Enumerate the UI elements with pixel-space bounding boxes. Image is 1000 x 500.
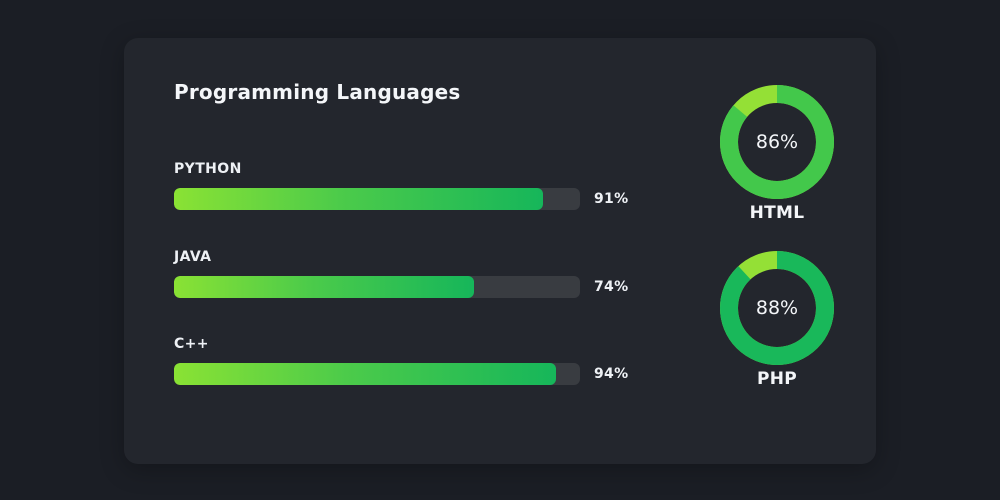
skill-java: JAVA 74% [174, 249, 654, 309]
skill-cpp: C++ 94% [174, 336, 654, 396]
card-title: Programming Languages [174, 80, 461, 104]
progress-track [174, 276, 580, 298]
donut-php: 88% PHP [717, 248, 837, 398]
skills-card: Programming Languages PYTHON 91% JAVA 74… [124, 38, 876, 464]
progress-fill [174, 363, 556, 385]
skill-percent: 74% [594, 279, 629, 295]
skill-percent: 91% [594, 191, 629, 207]
progress-fill [174, 276, 475, 298]
donut-label: PHP [756, 369, 798, 389]
donut-html: 86% HTML [717, 82, 837, 232]
progress-track [174, 363, 580, 385]
skill-python: PYTHON 91% [174, 161, 654, 221]
progress-track [174, 188, 580, 210]
donut-label: HTML [749, 203, 805, 223]
donut-ring [720, 251, 834, 365]
donut-value-arc [720, 251, 834, 365]
donut-value-arc [720, 85, 834, 199]
skill-label: PYTHON [174, 161, 242, 177]
skill-percent: 94% [594, 366, 629, 382]
donut-percent: 86% [755, 131, 799, 153]
donut-ring [720, 85, 834, 199]
skill-label: JAVA [174, 249, 212, 265]
skill-label: C++ [174, 336, 209, 352]
donut-percent: 88% [755, 297, 799, 319]
progress-fill [174, 188, 544, 210]
